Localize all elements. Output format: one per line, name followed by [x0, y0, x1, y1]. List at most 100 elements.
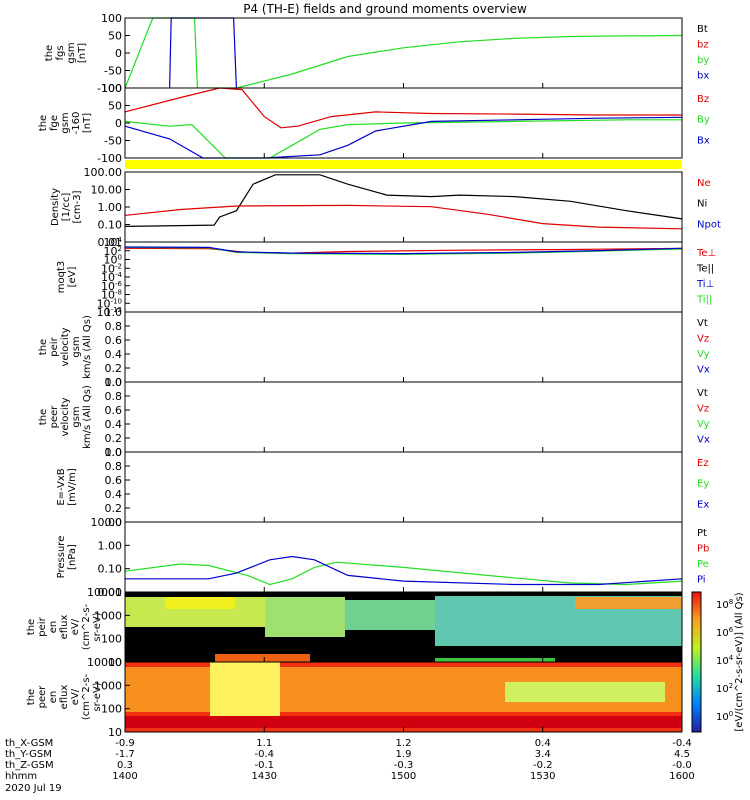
heatmap-band — [210, 662, 280, 722]
ytick-label: 0.6 — [105, 404, 123, 417]
ytick-label: 0.4 — [105, 418, 123, 431]
ytick-label: 0.0 — [105, 516, 123, 529]
ytick-label: 10-10 — [97, 297, 122, 310]
ylabel-line: -160 — [71, 112, 82, 135]
ytick-label: 0.01 — [98, 586, 123, 599]
ytick-label: 0.4 — [105, 488, 123, 501]
ylabel-line: [cm-3] — [72, 190, 83, 223]
legend-entry: Pt — [697, 528, 707, 539]
timeaxis-value: 0.4 — [535, 738, 551, 749]
ylabel-line: sr-eV) — [92, 682, 103, 711]
panel-bg — [125, 242, 682, 312]
ylabel-line: km/s (All Qs) — [82, 315, 93, 379]
legend-entry: Bz — [697, 94, 709, 105]
timeaxis-row-label: hhmm — [5, 771, 37, 782]
legend-entry: Te⊥ — [696, 248, 716, 259]
ylabel-line: en — [48, 621, 59, 634]
ytick-label: 1.0 — [105, 446, 123, 459]
timeaxis-row-label: th_X-GSM — [5, 738, 53, 749]
ylabel-line: E=-VxB — [56, 468, 67, 505]
series-Ne — [124, 204, 683, 230]
colorbar-strip — [691, 591, 702, 733]
ylabel-line: eflux — [59, 615, 70, 640]
ylabel-line: eV/ — [70, 618, 81, 635]
legend-entry: Ex — [697, 499, 709, 510]
panel-peer_en: 10000 1000 100 10 the peer en eflux eV/(cm^2-s-s… — [26, 656, 683, 739]
timeaxis-row-label: th_Y-GSM — [5, 749, 52, 760]
timeaxis-value: 1.2 — [396, 738, 412, 749]
colorbar-tick: 106 — [716, 626, 734, 639]
panel-dens: 100.00 10.00 1.00 0.10 0.01 Density [1/cc] [cm-… — [50, 166, 721, 249]
panel-press: 10.00 1.00 0.10 0.01 Pressure [nPa] Pt Pb Pe Pi — [56, 516, 709, 599]
legend-entry: Vy — [697, 419, 710, 430]
panel-bg — [125, 172, 682, 242]
ytick-label: 102 — [104, 245, 122, 258]
ytick-label: 10000 — [87, 586, 122, 599]
legend-entry: Bt — [697, 24, 708, 35]
legend-entry: Ti⊥ — [696, 279, 714, 290]
ylabel-line: Density — [50, 188, 61, 226]
ytick-label: 10-12 — [97, 306, 122, 319]
legend-entry: Npot — [697, 219, 721, 230]
time-axis-labels: th_X-GSM -0.9 1.1 1.2 0.4 -0.4 th_Y-GSM -1.7 -0.… — [5, 738, 695, 794]
ytick-label: 104 — [104, 236, 123, 249]
ytick-label: 10-4 — [101, 271, 123, 284]
ytick-label: 10.00 — [91, 516, 123, 529]
panel-bg — [125, 382, 682, 452]
timeaxis-date: 2020 Jul 19 — [5, 783, 62, 794]
ylabel-line: [nPa] — [67, 544, 78, 570]
ytick-label: 0 — [115, 47, 122, 60]
legend-entry: Ez — [697, 458, 709, 469]
ytick-label: 100 — [104, 254, 122, 267]
panel-bg — [125, 18, 682, 88]
chart-title: P4 (TH-E) fields and ground moments over… — [243, 2, 527, 16]
timeaxis-value: 4.5 — [674, 749, 690, 760]
legend-entry: bz — [697, 40, 709, 51]
ytick-label: 0.8 — [105, 460, 123, 473]
ytick-label: 10-6 — [101, 280, 123, 293]
ylabel-line: km/s (All Qs) — [82, 385, 93, 449]
ytick-label: 10-8 — [101, 289, 122, 302]
ytick-label: 0 — [115, 117, 122, 130]
legend-entry: Ti|| — [696, 295, 712, 306]
series-Pi — [125, 555, 683, 586]
series-By — [124, 119, 682, 159]
legend-entry: Te|| — [696, 264, 714, 275]
ytick-label: 1.00 — [98, 201, 123, 214]
ylabel-line: gsm — [71, 336, 82, 357]
ylabel-line: velocity — [60, 327, 71, 366]
heatmap-band — [345, 600, 435, 630]
ytick-label: 10000 — [87, 656, 122, 669]
ylabel-line: peir — [49, 336, 60, 356]
timeaxis-value: -0.4 — [672, 738, 692, 749]
ytick-label: 10.00 — [91, 184, 123, 197]
legend-entry: Ey — [697, 479, 709, 490]
ytick-label: 0.0 — [105, 376, 123, 389]
ytick-label: 0.4 — [105, 348, 123, 361]
ytick-label: 10 — [108, 656, 122, 669]
legend-entry: Vt — [697, 318, 708, 329]
legend-entry: Vz — [697, 334, 709, 345]
ytick-label: 100 — [101, 703, 122, 716]
ytick-label: 0.8 — [105, 390, 123, 403]
timeaxis-value: 1530 — [530, 771, 555, 782]
ytick-label: 10 — [108, 726, 122, 739]
ylabel-line: the — [26, 619, 37, 635]
heatmap-band — [125, 716, 682, 728]
timeaxis-value: -0.0 — [672, 760, 692, 771]
ylabel-line: fge — [49, 115, 60, 131]
ytick-label: 1.0 — [105, 376, 123, 389]
timeaxis-value: 0.3 — [117, 760, 133, 771]
ylabel-line: (cm^2-s- — [81, 673, 92, 720]
ylabel-line: fgs — [55, 45, 66, 60]
ytick-label: 0.10 — [98, 563, 123, 576]
legend-entry: Pi — [697, 575, 706, 586]
ytick-label: 0.6 — [105, 334, 123, 347]
ylabel-line: en — [48, 691, 59, 704]
ytick-label: -50 — [104, 135, 122, 148]
yellow-band — [125, 160, 682, 169]
ylabel-line: [nT] — [82, 113, 93, 133]
ytick-label: -100 — [97, 152, 122, 165]
